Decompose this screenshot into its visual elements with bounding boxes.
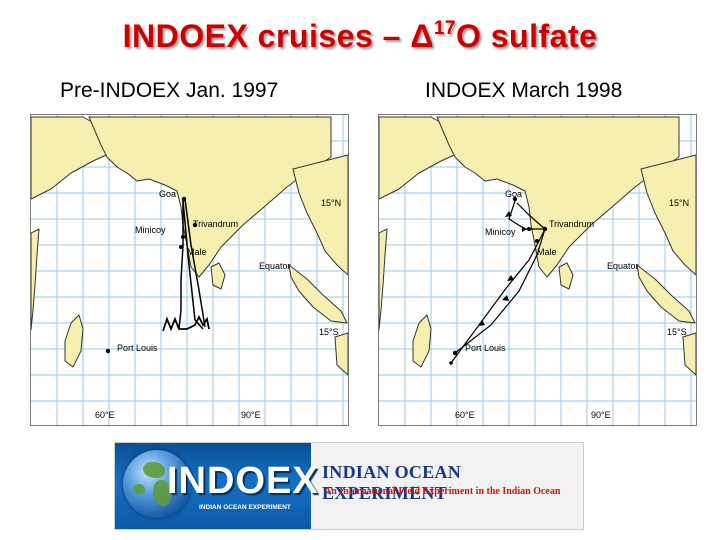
label-lon-east: 90°E (591, 410, 611, 420)
banner-tagline: An International Field Experiment in the… (324, 486, 561, 497)
label-goa: Goa (159, 189, 176, 199)
map-1997-svg: Goa Trivandrum Minicoy Male Equator Port… (31, 115, 348, 425)
australia-land (334, 332, 348, 376)
india-land (436, 116, 680, 278)
label-equator: Equator (607, 261, 639, 271)
label-goa: Goa (505, 189, 522, 199)
label-port-louis: Port Louis (117, 343, 158, 353)
label-lon-west: 60°E (95, 410, 115, 420)
map-1998-svg: Goa Trivandrum Minicoy Male Equator Port… (379, 115, 696, 425)
label-port-louis: Port Louis (465, 343, 506, 353)
india-land (88, 116, 332, 278)
madagascar-land (64, 314, 84, 368)
logo-wordmark: INDOEX (167, 460, 319, 502)
title-superscript: 17 (433, 18, 456, 39)
label-lat-south: 15°S (667, 327, 687, 337)
africa-land (31, 228, 40, 331)
indoex-banner: INDOEX INDIAN OCEAN EXPERIMENT INDIAN OC… (114, 442, 584, 530)
slide-title: INDOEX cruises – Δ17O sulfate (0, 18, 720, 55)
label-minicoy: Minicoy (135, 225, 166, 235)
label-lon-west: 60°E (455, 410, 475, 420)
sumatra-land (288, 264, 348, 324)
label-lat-north: 15°N (321, 198, 341, 208)
indochina-land (640, 154, 696, 276)
sri-lanka-land (210, 262, 226, 290)
australia-land (682, 332, 696, 376)
delta-symbol: Δ (410, 18, 434, 54)
map-heading-1997: Pre-INDOEX Jan. 1997 (60, 79, 279, 102)
title-main: INDOEX cruises – (122, 18, 411, 54)
map-1998: Goa Trivandrum Minicoy Male Equator Port… (378, 114, 697, 426)
map-heading-1998: INDOEX March 1998 (425, 79, 623, 102)
label-minicoy: Minicoy (485, 227, 516, 237)
landmasses (31, 116, 348, 376)
africa-land (379, 228, 388, 331)
cruise-track-1998 (450, 200, 546, 364)
indoex-logo: INDOEX INDIAN OCEAN EXPERIMENT (115, 443, 318, 529)
banner-title: INDIAN OCEAN EXPERIMENT (322, 462, 462, 503)
port-dots (449, 196, 548, 365)
label-trivandrum: Trivandrum (549, 219, 594, 229)
title-tail: O sulfate (455, 18, 598, 54)
sumatra-land (636, 264, 696, 324)
label-male: Male (187, 247, 207, 257)
label-lon-east: 90°E (241, 410, 261, 420)
label-male: Male (537, 247, 557, 257)
cruise-track-1997 (162, 198, 210, 332)
sri-lanka-land (558, 262, 574, 290)
logo-subtext: INDIAN OCEAN EXPERIMENT (199, 504, 291, 511)
label-lat-south: 15°S (319, 327, 339, 337)
label-trivandrum: Trivandrum (193, 219, 238, 229)
indochina-land (292, 154, 348, 276)
route-arrows (478, 211, 527, 326)
madagascar-land (412, 314, 432, 368)
landmasses (379, 116, 696, 376)
map-1997: Goa Trivandrum Minicoy Male Equator Port… (30, 114, 349, 426)
label-lat-north: 15°N (669, 198, 689, 208)
port-dots (105, 196, 198, 354)
label-equator: Equator (259, 261, 291, 271)
globe-icon (123, 450, 191, 518)
